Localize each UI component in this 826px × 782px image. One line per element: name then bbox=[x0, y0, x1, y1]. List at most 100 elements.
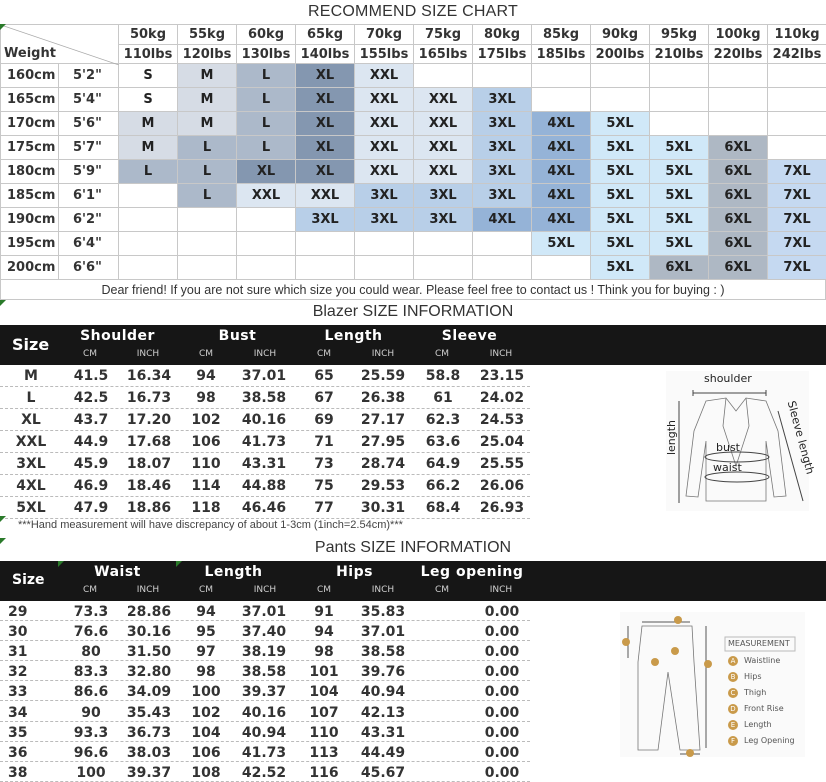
size-cell: 3XL bbox=[473, 112, 532, 136]
cell-marker-icon bbox=[176, 561, 182, 567]
weight-lbs-header: 210lbs bbox=[650, 45, 709, 64]
diagram-waist-label: waist bbox=[713, 461, 742, 474]
size-cell: XXL bbox=[355, 160, 414, 184]
size-cell bbox=[355, 232, 414, 256]
pants-cell: 32 bbox=[8, 664, 54, 680]
size-cell bbox=[473, 256, 532, 280]
pants-cell: 95 bbox=[184, 624, 228, 640]
blazer-cell: 110 bbox=[184, 456, 228, 472]
height-cm: 175cm bbox=[1, 136, 59, 160]
blazer-cell: 17.68 bbox=[120, 434, 178, 450]
blazer-cell: 47.9 bbox=[66, 500, 116, 516]
height-ft: 5'6" bbox=[59, 112, 119, 136]
size-cell: 4XL bbox=[532, 112, 591, 136]
blazer-cell: 28.74 bbox=[354, 456, 412, 472]
size-cell: 7XL bbox=[768, 208, 826, 232]
pants-cell: 98 bbox=[184, 664, 228, 680]
pants-cell: 96.6 bbox=[66, 745, 116, 761]
pants-cell: 39.76 bbox=[354, 664, 412, 680]
blazer-cell: 40.16 bbox=[236, 412, 292, 428]
unit-inch: INCH bbox=[368, 585, 398, 595]
size-cell: 3XL bbox=[414, 184, 473, 208]
pants-cell: 0.00 bbox=[476, 664, 528, 680]
pants-cell: 35.83 bbox=[354, 604, 412, 620]
legend-key-icon: E bbox=[728, 720, 738, 730]
weight-lbs-header: 140lbs bbox=[296, 45, 355, 64]
blazer-cell: 44.88 bbox=[236, 478, 292, 494]
size-cell: XL bbox=[296, 88, 355, 112]
pants-cell: 0.00 bbox=[476, 624, 528, 640]
size-cell: XXL bbox=[296, 184, 355, 208]
height-ft: 5'4" bbox=[59, 88, 119, 112]
blazer-cell: 46.9 bbox=[66, 478, 116, 494]
size-cell bbox=[237, 208, 296, 232]
weight-kg-header: 55kg bbox=[178, 25, 237, 45]
unit-cm: CM bbox=[194, 349, 218, 359]
blazer-cell: 26.06 bbox=[476, 478, 528, 494]
blazer-cell: 24.02 bbox=[476, 390, 528, 406]
blazer-cell: 27.17 bbox=[354, 412, 412, 428]
size-cell: 3XL bbox=[355, 208, 414, 232]
blazer-cell: 38.58 bbox=[236, 390, 292, 406]
pants-cell: 110 bbox=[302, 725, 346, 741]
weight-kg-header: 70kg bbox=[355, 25, 414, 45]
pants-cell: 45.67 bbox=[354, 765, 412, 781]
weight-kg-header: 110kg bbox=[768, 25, 826, 45]
size-cell bbox=[119, 184, 178, 208]
size-cell: L bbox=[237, 136, 296, 160]
size-cell: L bbox=[237, 112, 296, 136]
blazer-cell: 18.46 bbox=[120, 478, 178, 494]
legend-label: Thigh bbox=[744, 688, 766, 697]
blazer-cell: 41.5 bbox=[66, 368, 116, 384]
unit-cm: CM bbox=[312, 585, 336, 595]
pants-size-header: Size bbox=[12, 572, 45, 588]
size-cell bbox=[532, 256, 591, 280]
pants-cell: 91 bbox=[302, 604, 346, 620]
pants-cell: 0.00 bbox=[476, 604, 528, 620]
diagram-bust-label: bust bbox=[716, 441, 740, 454]
pants-cell: 40.94 bbox=[236, 725, 292, 741]
pants-cell: 38 bbox=[8, 765, 54, 781]
size-cell: 4XL bbox=[532, 208, 591, 232]
blazer-cell: 16.73 bbox=[120, 390, 178, 406]
size-cell: L bbox=[178, 136, 237, 160]
blazer-size-header: Size bbox=[12, 335, 49, 354]
pants-cell: 37.40 bbox=[236, 624, 292, 640]
blazer-cell: 5XL bbox=[8, 500, 54, 516]
size-cell: XXL bbox=[355, 112, 414, 136]
size-cell bbox=[414, 232, 473, 256]
pants-title: Pants SIZE INFORMATION bbox=[0, 539, 826, 557]
pants-cell: 37.01 bbox=[236, 604, 292, 620]
size-cell bbox=[414, 64, 473, 88]
blazer-cell: 24.53 bbox=[476, 412, 528, 428]
size-cell: 6XL bbox=[709, 232, 768, 256]
blazer-cell: 69 bbox=[302, 412, 346, 428]
size-cell: L bbox=[119, 160, 178, 184]
blazer-cell: 18.86 bbox=[120, 500, 178, 516]
height-cm: 180cm bbox=[1, 160, 59, 184]
unit-inch: INCH bbox=[250, 585, 280, 595]
weight-lbs-header: 185lbs bbox=[532, 45, 591, 64]
legend-label: Front Rise bbox=[744, 704, 784, 713]
unit-cm: CM bbox=[430, 349, 454, 359]
legend-key-icon: A bbox=[728, 656, 738, 666]
blazer-cell: 64.9 bbox=[418, 456, 468, 472]
blazer-header-sleeve: Sleeve bbox=[422, 328, 517, 344]
blazer-header-bust: Bust bbox=[190, 328, 285, 344]
size-cell bbox=[119, 256, 178, 280]
blazer-cell: 25.59 bbox=[354, 368, 412, 384]
weight-lbs-header: 175lbs bbox=[473, 45, 532, 64]
size-cell: XL bbox=[296, 112, 355, 136]
weight-kg-header: 80kg bbox=[473, 25, 532, 45]
weight-lbs-header: 130lbs bbox=[237, 45, 296, 64]
pants-cell: 106 bbox=[184, 745, 228, 761]
pants-cell: 28.86 bbox=[120, 604, 178, 620]
